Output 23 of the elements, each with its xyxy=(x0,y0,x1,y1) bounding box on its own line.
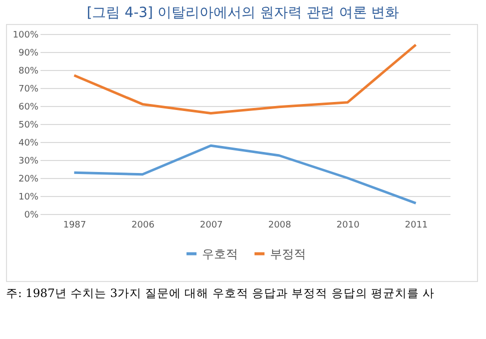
x-tick-label: 2010 xyxy=(336,220,360,230)
y-tick-label: 80% xyxy=(18,66,39,76)
y-tick-label: 50% xyxy=(18,120,39,130)
line-series xyxy=(72,144,418,204)
y-tick-label: 40% xyxy=(18,138,39,148)
y-tick-label: 0% xyxy=(24,210,39,220)
y-tick-label: 10% xyxy=(18,192,39,202)
x-tick-label: 1987 xyxy=(63,220,86,230)
chart-title: [그림 4-3] 이탈리아에서의 원자력 관련 여론 변화 xyxy=(86,4,400,22)
legend-label: 부정적 xyxy=(270,246,306,261)
y-tick-label: 90% xyxy=(18,48,39,58)
y-tick-label: 60% xyxy=(18,102,39,112)
legend-label: 우호적 xyxy=(202,246,238,261)
y-tick-label: 20% xyxy=(18,174,39,184)
x-tick-label: 2006 xyxy=(132,220,155,230)
text: 주: 1987년 수치는 3가지 질문에 대해 우호적 응답과 부정적 응답의 평균치를 사 xyxy=(6,286,436,301)
x-tick-label: 2008 xyxy=(268,220,292,230)
y-tick-label: 30% xyxy=(18,156,39,166)
line-series xyxy=(72,44,418,114)
x-tick-label: 2011 xyxy=(404,220,428,230)
y-tick-label: 100% xyxy=(12,30,39,40)
y-tick-label: 70% xyxy=(18,84,39,94)
x-tick-label: 2007 xyxy=(200,220,223,230)
